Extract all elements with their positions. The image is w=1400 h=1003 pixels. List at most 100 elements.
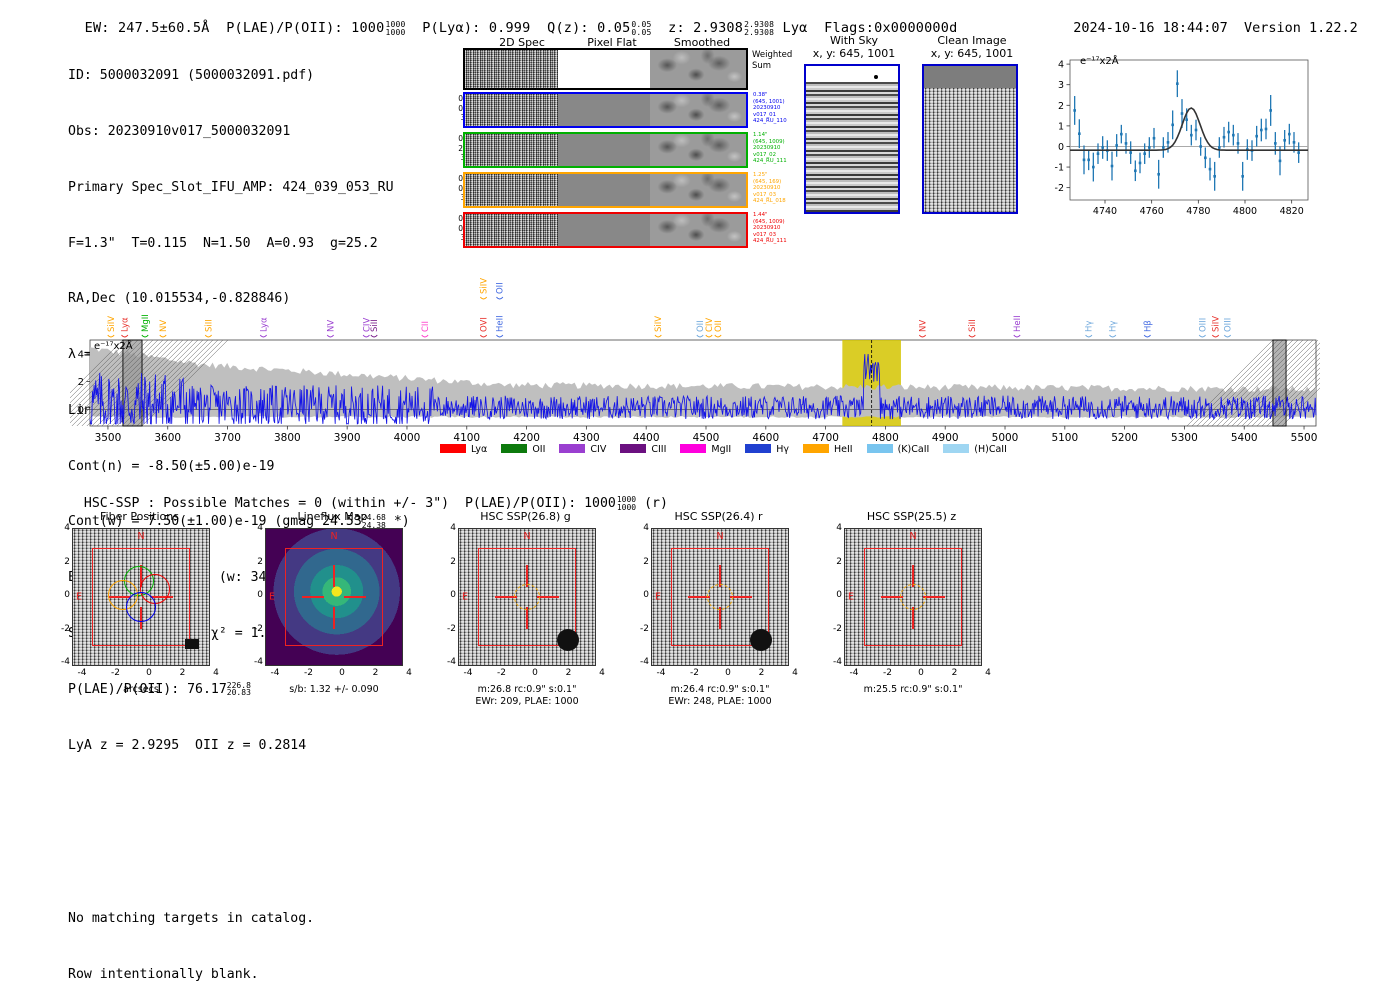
spec2d-fiber-metadata-line: 424_RU_111 [753, 158, 787, 165]
legend-swatch [745, 444, 772, 453]
svg-text:4800: 4800 [872, 432, 899, 444]
legend-label: (K)CaII [897, 444, 930, 455]
compass-north-label: N [523, 531, 531, 542]
legend-item: (H)CaII [943, 444, 1007, 455]
svg-text:4: 4 [1058, 60, 1064, 71]
with-sky-title: With Sky [830, 34, 878, 47]
spec2d-fiber-metadata-line: 20230910 [753, 145, 781, 152]
hsc-panel-ytick: -4 [833, 657, 842, 667]
legend-label: HeII [834, 444, 853, 455]
spec2d-fiber-metadata-line: 20230910 [753, 105, 781, 112]
hsc-panel-xtick: 2 [372, 668, 379, 678]
legend-swatch [943, 444, 970, 453]
svg-text:SiII: SiII [204, 319, 214, 332]
hsc-panel-neighbor-source [557, 629, 579, 651]
hsc-panel-ytick: 4 [836, 523, 842, 533]
hsc-panel-caption-line1: m:26.4 rc:0.9" s:0.1" [670, 684, 770, 695]
hsc-panel-ytick: 0 [257, 590, 263, 600]
compass-north-label: N [137, 531, 145, 542]
with-sky-subtitle: x, y: 645, 1001 [812, 47, 896, 60]
hsc-panel-title: HSC SSP(26.4) r [674, 510, 763, 523]
hsc-panel-aperture-box [92, 548, 190, 646]
legend-label: (H)CaII [974, 444, 1007, 455]
hsc-panel-xtick: 0 [918, 668, 924, 678]
hsc-panel-xtick: -2 [690, 668, 699, 678]
hsc-panel-caption: m:26.8 rc:0.9" s:0.1" EWr: 209, PLAE: 100… [438, 684, 616, 708]
legend-label: CIV [590, 444, 607, 455]
footer-line-1: No matching targets in catalog. [68, 911, 315, 927]
hsc-panel-ytick: -2 [447, 623, 456, 634]
hsc-panel-xtick: 0 [532, 668, 538, 678]
compass-east-label: E [848, 591, 855, 603]
svg-text:CII: CII [421, 321, 431, 332]
hsc-panel: Lineflux Map 4 2 0 -2 -4 N E -4 -2 0 2 4 s/b: 1.32 +/… [245, 510, 435, 695]
hsc-panel-source-circle [900, 584, 926, 610]
compass-east-label: E [76, 591, 83, 603]
hsc-panel-xtick: -2 [883, 668, 892, 678]
with-sky-source-marker [874, 75, 878, 79]
spec2d-fiber-metadata-line: v017_03 [753, 231, 777, 238]
header-version: Version 1.22.2 [1243, 20, 1358, 36]
spec2d-fiber-image-strip [463, 212, 748, 248]
hsc-panel-xtick: -4 [849, 668, 859, 678]
svg-text:3: 3 [1058, 80, 1064, 91]
hsc-panel-ytick: 2 [643, 556, 649, 567]
hsc-panel-caption: m:26.4 rc:0.9" s:0.1" EWr: 248, PLAE: 100… [631, 684, 809, 708]
spec2d-fiber-metadata-line: (645, 1009) [753, 138, 785, 145]
hsc-panel-ytick: 0 [450, 590, 456, 600]
legend-item: Hγ [745, 444, 789, 455]
svg-text:4400: 4400 [633, 432, 660, 444]
svg-text:2: 2 [1058, 101, 1064, 112]
spec2d-fiber-metadata-line: 424_RU_110 [753, 118, 787, 125]
hsc-panel-caption-line1: s/b: 1.32 +/- 0.090 [289, 684, 379, 695]
hsc-panel-source-circle [707, 584, 733, 610]
svg-text:4: 4 [78, 349, 84, 360]
svg-text:3600: 3600 [154, 432, 181, 444]
spec2d-fiber-smoothed [650, 94, 746, 126]
svg-text:Lyα: Lyα [121, 317, 131, 332]
info-seeing: F=1.3" T=0.115 N=1.50 A=0.93 g=25.2 [68, 235, 378, 251]
info-radec: RA,Dec (10.015534,-0.828846) [68, 291, 291, 307]
svg-text:OVI: OVI [480, 317, 490, 332]
hsc-panel-source-circle [514, 584, 540, 610]
svg-text:4700: 4700 [812, 432, 839, 444]
spec2d-weighted-sum-row [463, 48, 748, 90]
spec2d-fiber-smoothed [650, 134, 746, 166]
spec2d-fiber-pixelflat [557, 214, 651, 246]
svg-text:3800: 3800 [274, 432, 301, 444]
header-qz: Q(z): 0.05 [547, 20, 631, 36]
svg-text:5000: 5000 [992, 432, 1019, 444]
hsc-panel-xaxis: -4 -2 0 2 4 [458, 668, 605, 682]
legend-label: CIII [651, 444, 667, 455]
spec2d-fiber-row: 0.080.833381.44"(645, 1009)20230910v017_… [445, 212, 820, 248]
spec2d-fiber-metadata-line: (645, 169) [753, 178, 782, 185]
spec2d-fiber-pixelflat [557, 134, 651, 166]
spec2d-weighted-sum-label: Weighted Sum [752, 50, 793, 71]
hsc-panel-xtick: -4 [77, 668, 87, 678]
hsc-panel-caption-line2: EWr: 248, PLAE: 1000 [668, 696, 772, 707]
hsc-panel-xaxis: -4 -2 0 2 4 [265, 668, 412, 682]
spec2d-fiber-metadata-line: (645, 1009) [753, 218, 785, 225]
hsc-panel-yaxis: 4 2 0 -2 -4 [631, 523, 651, 668]
spec2d-fiber-metadata-line: (645, 1001) [753, 98, 785, 105]
hsc-panel-aperture-box [671, 548, 769, 646]
hsc-panel-title: HSC SSP(26.8) g [480, 510, 571, 523]
hsc-panel-ytick: 2 [257, 556, 263, 567]
hsc-panel-ytick: 0 [836, 590, 842, 600]
spec2d-fiber-metadata-line: 424_RU_111 [753, 238, 787, 245]
info-id: ID: 5000032091 (5000032091.pdf) [68, 68, 315, 84]
compass-east-label: E [269, 591, 276, 603]
compass-north-label: N [330, 531, 338, 542]
svg-text:SiII: SiII [968, 319, 978, 332]
spec2d-fiber-smoothed [650, 174, 746, 206]
hsc-panel-xtick: 4 [406, 668, 412, 678]
legend-swatch [440, 444, 466, 453]
header-timestamp: 2024-10-16 18:44:07 [1073, 20, 1228, 36]
compass-north-label: N [909, 531, 917, 542]
header-summary-line: EW: 247.5±60.5Å P(LAE)/P(OII): 1000 1000 1… [68, 4, 958, 36]
spec2d-title-2dspec: 2D Spec [499, 36, 545, 49]
svg-text:-1: -1 [1055, 163, 1064, 174]
header-timestamp-version: 2024-10-16 18:44:07 Version 1.22.2 [1057, 4, 1358, 36]
full-spectrum-svg: 0 2 4 3500 3600 3700 3800 3900 4000 4100 4200 4300 4… [36, 278, 1369, 444]
